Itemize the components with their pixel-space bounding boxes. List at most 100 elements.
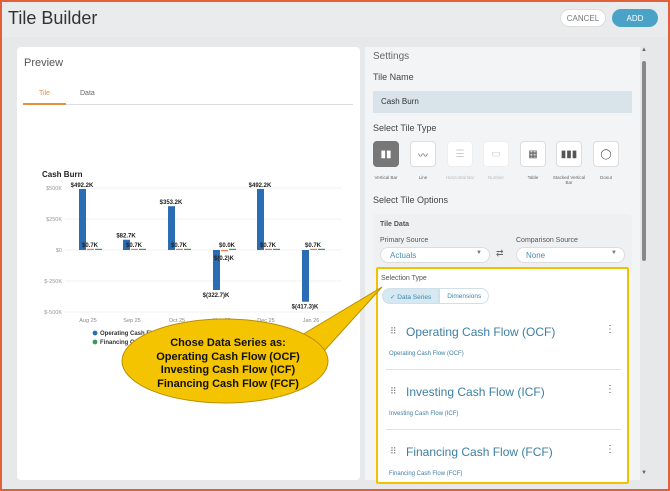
tile-type-label: Table: [527, 175, 539, 180]
check-icon: ✓: [390, 294, 398, 301]
tile-options-label: Select Tile Options: [373, 195, 449, 205]
tile-type-vertical-bar[interactable]: ▮▮: [373, 141, 399, 167]
series-sub-label: Investing Cash Flow (ICF): [389, 411, 459, 417]
bar-icf: [265, 248, 272, 250]
vertical-bar-icon: ▮▮: [380, 148, 392, 160]
callout-line: Operating Cash Flow (OCF): [156, 350, 300, 363]
data-series-label: Data Series: [397, 294, 432, 301]
data-label: $0.7K: [126, 243, 143, 249]
cancel-button[interactable]: CANCEL: [560, 9, 606, 27]
tile-type-label: Stacked Vertical Bar: [552, 175, 586, 185]
y-tick-label: $-250K: [44, 279, 62, 285]
tab-tile[interactable]: Tile: [39, 90, 51, 97]
data-label: $82.7K: [116, 234, 136, 240]
more-options-icon[interactable]: ⋮: [605, 444, 615, 455]
drag-handle-icon[interactable]: ⠿: [390, 386, 397, 396]
primary-source-select[interactable]: Actuals ▼: [380, 247, 490, 263]
series-item[interactable]: ⠿ Investing Cash Flow (ICF) ⋮ Investing …: [386, 378, 621, 430]
drag-handle-icon[interactable]: ⠿: [390, 326, 397, 336]
x-tick-label: Oct 25: [169, 318, 185, 324]
tile-type-number[interactable]: ▭: [483, 141, 509, 167]
more-options-icon[interactable]: ⋮: [605, 324, 615, 335]
page-title: Tile Builder: [8, 8, 98, 28]
data-label: $0.0K: [219, 243, 236, 249]
data-label: $(417.3)K: [292, 305, 319, 311]
dimensions-option[interactable]: Dimensions: [439, 288, 490, 304]
tile-type-table[interactable]: ▦: [520, 141, 546, 167]
series-sub-label: Financing Cash Flow (FCF): [389, 471, 463, 477]
legend-marker: [92, 330, 98, 336]
x-tick-label: Jan 26: [303, 318, 320, 324]
number-icon: ▭: [491, 148, 501, 160]
tile-name-label: Tile Name: [373, 72, 414, 82]
chevron-down-icon: ▼: [476, 250, 482, 256]
more-options-icon[interactable]: ⋮: [605, 384, 615, 395]
x-tick-label: Nov 25: [213, 318, 230, 324]
bar-ocf: [213, 250, 220, 291]
bar-ocf: [302, 250, 309, 302]
bar-fcf: [139, 248, 146, 250]
selection-type-section: Selection Type ✓ Data Series Dimensions …: [376, 267, 629, 484]
data-label: $(0.2)K: [214, 256, 235, 262]
preview-panel: Preview Tile Data Cash Burn $500K $250K $0 $…: [17, 47, 360, 480]
data-label: $492.2K: [71, 183, 94, 189]
tile-type-label: Donut: [599, 175, 612, 180]
preview-title: Preview: [24, 57, 64, 69]
series-name: Operating Cash Flow (OCF): [406, 325, 556, 339]
add-button[interactable]: ADD: [612, 9, 658, 27]
series-item[interactable]: ⠿ Financing Cash Flow (FCF) ⋮ Financing …: [386, 438, 621, 482]
comparison-source-label: Comparison Source: [516, 237, 578, 244]
tile-data-label: Tile Data: [380, 221, 410, 228]
tile-type-line-chart[interactable]: 〰: [410, 141, 436, 167]
bar-icf: [176, 248, 183, 250]
swap-icon[interactable]: ⇄: [496, 248, 504, 258]
bar-fcf: [318, 248, 325, 250]
line-chart-icon: 〰: [418, 150, 428, 162]
settings-title: Settings: [373, 51, 410, 62]
tile-name-input[interactable]: Cash Burn: [373, 91, 632, 113]
data-label: $(322.7)K: [203, 293, 230, 299]
scroll-up-icon[interactable]: ▲: [641, 47, 647, 53]
series-name: Investing Cash Flow (ICF): [406, 385, 545, 399]
bar-fcf: [273, 248, 280, 250]
tab-divider: [23, 104, 353, 105]
tile-type-label: Vertical Bar: [374, 175, 398, 180]
bar-fcf: [184, 248, 191, 250]
callout-line: Financing Cash Flow (FCF): [157, 377, 299, 390]
series-name: Financing Cash Flow (FCF): [406, 445, 553, 459]
x-tick-label: Sep 25: [123, 318, 140, 324]
scrollbar[interactable]: ▲ ▼: [640, 47, 650, 480]
bar-icf: [131, 248, 138, 250]
chart-title: Cash Burn: [42, 170, 83, 179]
comparison-source-select[interactable]: None ▼: [516, 247, 625, 263]
active-tab-indicator: [23, 103, 66, 105]
primary-source-label: Primary Source: [380, 237, 429, 244]
scroll-down-icon[interactable]: ▼: [641, 470, 647, 476]
callout-text: Chose Data Series as: Operating Cash Flo…: [128, 337, 328, 391]
data-series-option[interactable]: ✓ Data Series: [382, 288, 440, 304]
table-icon: ▦: [528, 148, 538, 160]
data-label: $0.7K: [82, 243, 99, 249]
selection-type-label: Selection Type: [381, 275, 427, 282]
chevron-down-icon: ▼: [611, 250, 617, 256]
y-tick-label: $0: [56, 248, 62, 254]
tile-type-label: Horizontal Bar: [445, 175, 475, 180]
data-label: $0.7K: [171, 243, 188, 249]
tab-data[interactable]: Data: [80, 90, 95, 97]
drag-handle-icon[interactable]: ⠿: [390, 446, 397, 456]
data-label: $0.7K: [305, 243, 322, 249]
series-item[interactable]: ⠿ Operating Cash Flow (OCF) ⋮ Operating …: [386, 318, 621, 370]
tile-type-label: Number: [487, 175, 504, 180]
tile-type-stacked-bar[interactable]: ▮▮▮: [556, 141, 582, 167]
tile-type-horizontal-bar[interactable]: ☰: [447, 141, 473, 167]
callout-line: Chose Data Series as:: [170, 337, 286, 349]
bar-ocf: [257, 188, 264, 250]
legend-marker: [92, 339, 98, 345]
scrollbar-thumb[interactable]: [642, 61, 646, 261]
data-label: $353.2K: [160, 200, 183, 206]
tile-type-donut[interactable]: ◯: [593, 141, 619, 167]
bar-ocf: [79, 188, 86, 250]
legend-marker: [197, 330, 203, 336]
horizontal-bar-icon: ☰: [455, 148, 465, 160]
bar-icf: [310, 248, 317, 250]
